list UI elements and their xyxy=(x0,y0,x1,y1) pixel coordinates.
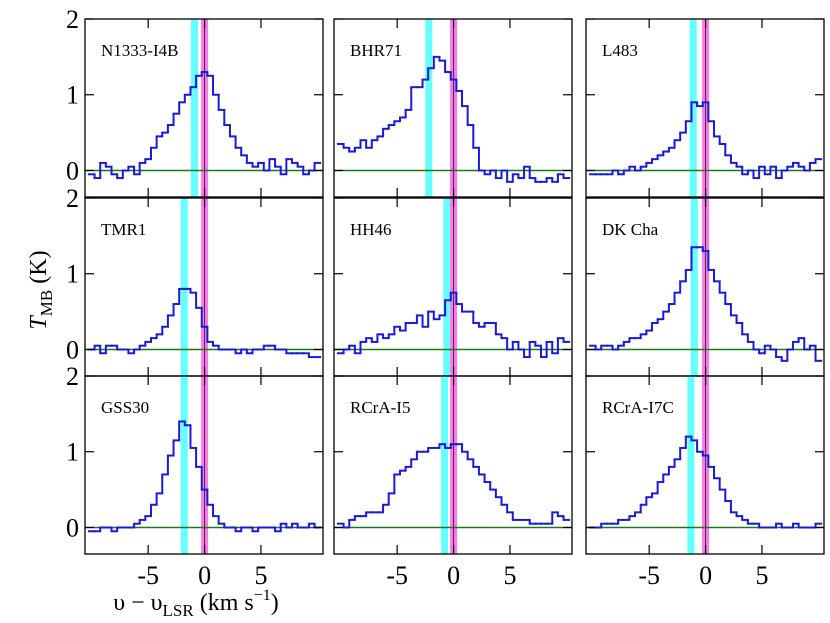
x-tick-label: 5 xyxy=(503,561,516,590)
y-label-main: T xyxy=(26,315,52,330)
x-label-end: ) xyxy=(271,590,279,616)
panel: -5 0 5 RCrA-I5 xyxy=(333,375,573,590)
x-tick-label: 5 xyxy=(254,561,267,590)
panel: DK Cha xyxy=(585,197,825,377)
plot-area xyxy=(586,198,824,376)
panel-title: DK Cha xyxy=(602,220,659,239)
x-tick-label: 0 xyxy=(447,561,460,590)
x-tick-label: 0 xyxy=(699,561,712,590)
y-tick-label: 0 xyxy=(66,156,79,185)
velocity-band xyxy=(180,376,188,554)
panel-title: N1333-I4B xyxy=(101,41,178,60)
panel: 0 1 2 TMR1 xyxy=(66,184,324,377)
panel: -5 0 5 RCrA-I7C xyxy=(585,375,825,590)
x-axis-label: υ − υLSR (km s−1) xyxy=(113,587,279,620)
panel: BHR71 xyxy=(333,18,573,198)
plot-area xyxy=(334,376,572,554)
plot-area xyxy=(334,19,572,197)
x-label-sup: −1 xyxy=(254,587,271,604)
y-tick-label: 2 xyxy=(66,362,79,391)
x-tick-label: 5 xyxy=(755,561,768,590)
panel-title: GSS30 xyxy=(101,398,149,417)
panel: L483 xyxy=(585,18,825,198)
step-connector xyxy=(594,247,817,361)
velocity-band xyxy=(180,198,188,376)
plot-area xyxy=(334,198,572,376)
x-label-rest: (km s xyxy=(194,590,254,616)
velocity-band xyxy=(190,19,198,197)
step-connector xyxy=(611,102,817,179)
plot-area xyxy=(586,19,824,197)
velocity-band xyxy=(690,198,698,376)
panel-title: BHR71 xyxy=(350,41,402,60)
panel-title: HH46 xyxy=(350,220,392,239)
velocity-band xyxy=(425,19,433,197)
x-tick-label: -5 xyxy=(638,561,660,590)
y-label-sub: MB xyxy=(37,290,56,316)
y-axis-label: TMB (K) xyxy=(26,250,56,329)
panel-title: RCrA-I5 xyxy=(350,398,410,417)
x-tick-label: -5 xyxy=(137,561,159,590)
velocity-band xyxy=(443,198,451,376)
y-tick-label: 1 xyxy=(66,438,79,467)
x-label-main: υ − υ xyxy=(113,590,162,616)
y-tick-label: 2 xyxy=(66,5,79,34)
panel: 0 1 2 N1333-I4B xyxy=(66,5,324,198)
plot-area xyxy=(85,376,323,554)
x-tick-label: 0 xyxy=(198,561,211,590)
y-tick-label: 2 xyxy=(66,184,79,213)
plot-area xyxy=(85,198,323,376)
step-connector xyxy=(93,72,316,179)
y-tick-label: 1 xyxy=(66,81,79,110)
step-connector xyxy=(600,436,817,528)
x-label-sub: LSR xyxy=(163,601,195,620)
velocity-band xyxy=(689,19,697,197)
panel: -5 0 5 0 1 2 GSS30 xyxy=(66,362,324,590)
panel: HH46 xyxy=(333,197,573,377)
plot-area xyxy=(586,376,824,554)
panel-title: L483 xyxy=(602,41,638,60)
y-label-rest: (K) xyxy=(26,250,52,289)
panel-title: TMR1 xyxy=(101,220,146,239)
y-tick-label: 0 xyxy=(66,335,79,364)
plot-area xyxy=(85,19,323,197)
x-tick-label: -5 xyxy=(386,561,408,590)
velocity-band xyxy=(687,376,695,554)
y-tick-label: 0 xyxy=(66,513,79,542)
velocity-band xyxy=(441,376,449,554)
y-tick-label: 1 xyxy=(66,260,79,289)
panel-title: RCrA-I7C xyxy=(602,398,674,417)
